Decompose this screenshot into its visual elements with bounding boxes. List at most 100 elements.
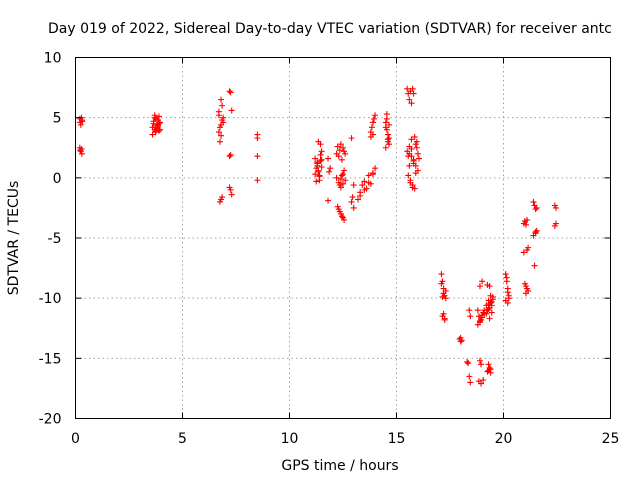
data-point — [228, 191, 235, 198]
data-point — [325, 197, 332, 204]
data-point — [475, 313, 482, 320]
data-point — [476, 283, 483, 290]
data-point — [349, 194, 356, 201]
y-tick-label: 5 — [53, 111, 62, 127]
data-point — [479, 314, 486, 321]
data-point — [254, 135, 261, 142]
data-point — [487, 299, 494, 306]
data-point — [552, 220, 559, 227]
data-point — [438, 280, 445, 287]
data-point — [415, 155, 422, 162]
data-point — [441, 316, 448, 323]
data-point — [337, 210, 344, 217]
data-point — [79, 118, 86, 125]
data-point — [327, 165, 334, 172]
data-point — [442, 287, 449, 294]
data-point — [479, 278, 486, 285]
x-tick-label: 15 — [388, 431, 406, 447]
data-point — [312, 171, 319, 178]
data-point — [333, 174, 340, 181]
data-point — [530, 198, 537, 205]
data-point — [478, 361, 485, 368]
data-point — [457, 334, 464, 341]
data-point — [384, 131, 391, 138]
data-point — [315, 167, 322, 174]
data-point — [365, 179, 372, 186]
grid — [75, 57, 611, 419]
data-point — [361, 186, 368, 193]
data-point — [483, 310, 490, 317]
data-point — [404, 85, 411, 92]
data-point — [227, 151, 234, 158]
data-point — [368, 124, 375, 131]
data-point — [314, 162, 321, 169]
data-point — [216, 198, 223, 205]
data-point — [371, 115, 378, 122]
data-point — [218, 132, 225, 139]
x-tick-label: 20 — [495, 431, 513, 447]
data-point — [151, 112, 158, 119]
x-axis-label: GPS time / hours — [281, 458, 398, 474]
y-tick-label: 0 — [53, 171, 62, 187]
data-point — [318, 148, 325, 155]
data-point — [525, 287, 532, 294]
data-point — [254, 177, 261, 184]
data-point — [486, 315, 493, 322]
x-tick-label: 5 — [178, 431, 187, 447]
data-point — [532, 228, 539, 235]
data-point — [254, 153, 261, 160]
data-point — [478, 380, 485, 387]
data-point — [504, 299, 511, 306]
data-point — [354, 196, 361, 203]
data-point — [505, 295, 512, 302]
y-tick-label: -5 — [48, 231, 62, 247]
data-point — [228, 107, 235, 114]
data-point — [340, 171, 346, 178]
data-point — [348, 198, 355, 205]
data-point — [414, 150, 421, 157]
data-point — [219, 194, 226, 201]
axis-ticks — [75, 57, 611, 419]
data-point — [216, 138, 223, 145]
data-point — [155, 113, 162, 120]
data-point — [219, 102, 226, 109]
data-points — [76, 85, 559, 387]
x-tick-label: 0 — [71, 431, 80, 447]
data-point — [464, 358, 471, 365]
data-point — [340, 144, 346, 151]
data-point — [317, 151, 324, 158]
data-point — [474, 321, 481, 328]
y-tick-label: 10 — [44, 51, 62, 67]
data-point — [337, 176, 344, 183]
data-point — [350, 204, 357, 211]
data-point — [487, 366, 494, 373]
data-point — [520, 249, 527, 256]
data-point — [467, 379, 474, 386]
data-point — [531, 262, 538, 269]
data-point — [410, 90, 417, 97]
data-point — [465, 360, 472, 367]
data-point — [340, 214, 346, 221]
data-point — [485, 361, 492, 368]
x-tick-label: 25 — [602, 431, 620, 447]
data-point — [486, 364, 493, 371]
data-point — [405, 153, 412, 160]
y-tick-label: -15 — [39, 351, 62, 367]
data-point — [386, 121, 393, 128]
data-point — [485, 305, 492, 312]
data-point — [227, 89, 234, 96]
data-point — [383, 111, 390, 118]
data-point — [525, 244, 532, 251]
data-point — [522, 283, 529, 290]
data-point — [413, 144, 420, 151]
data-point — [78, 145, 85, 152]
data-point — [406, 162, 413, 169]
y-axis-label: SDTVAR / TECUs — [6, 181, 22, 296]
data-point — [383, 126, 390, 133]
data-point — [325, 155, 332, 162]
data-point — [503, 278, 510, 285]
data-point — [382, 144, 389, 151]
data-point — [442, 295, 449, 302]
data-point — [215, 129, 222, 136]
data-point — [226, 153, 233, 160]
